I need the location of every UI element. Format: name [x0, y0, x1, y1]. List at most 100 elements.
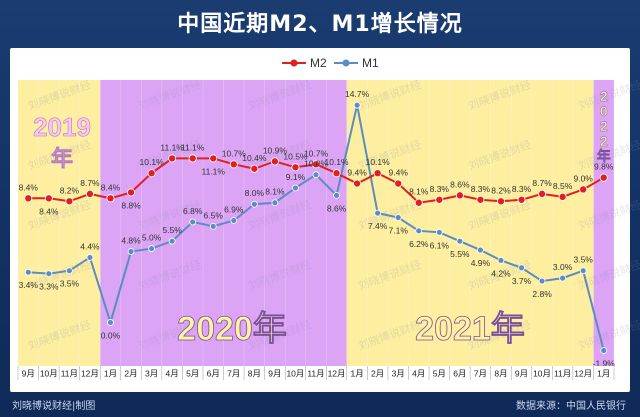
- m1-point: [24, 268, 32, 276]
- m1-data-label: 8.6%: [327, 203, 347, 213]
- m1-point: [394, 214, 402, 221]
- m2-data-label: 8.7%: [80, 178, 100, 188]
- m1-point: [415, 227, 423, 235]
- m2-point: [311, 160, 320, 169]
- m1-point: [65, 267, 73, 275]
- m1-data-label: 5.5%: [162, 225, 182, 235]
- m2-point: [127, 188, 136, 197]
- m1-point: [168, 237, 176, 245]
- x-tick-label: 5月: [433, 369, 446, 379]
- m2-data-label: 11.1%: [181, 142, 205, 152]
- x-tick-label: 9月: [268, 369, 281, 379]
- m2-data-label: 10.7%: [222, 148, 247, 158]
- m2-point: [270, 157, 279, 166]
- x-tick-label: 10月: [286, 369, 304, 379]
- m1-data-label: 5.0%: [142, 233, 162, 243]
- m1-data-label: 6.9%: [224, 204, 244, 214]
- m1-data-label: 6.8%: [183, 206, 203, 216]
- m2-point: [188, 154, 197, 163]
- chart-title: 中国近期M2、M1增长情况: [177, 12, 463, 37]
- m1-data-label: 3.3%: [39, 282, 59, 292]
- m1-point: [107, 319, 114, 326]
- m2-data-label: 10.1%: [366, 157, 391, 167]
- year-label-2022-char: 年: [597, 148, 611, 164]
- m1-data-label: 14.7%: [345, 89, 370, 99]
- m1-point: [559, 274, 567, 282]
- m2-point: [435, 195, 444, 204]
- m1-data-label: 4.8%: [121, 236, 141, 246]
- m1-point: [45, 270, 53, 278]
- legend-m1-label: M1: [362, 56, 379, 70]
- x-tick-label: 12月: [328, 369, 346, 379]
- m2-data-label: 11.1%: [160, 142, 184, 152]
- m2-point: [209, 154, 218, 163]
- m2-point: [538, 189, 547, 198]
- m1-point: [189, 218, 197, 226]
- year-label-2019: 2019: [33, 112, 91, 142]
- m2-point: [85, 189, 94, 198]
- x-tick-label: 12月: [81, 369, 99, 379]
- m2-data-label: 10.5%: [283, 151, 308, 161]
- year-label-2020: 2020年: [177, 310, 287, 348]
- m2-data-label: 10.7%: [304, 148, 329, 158]
- x-tick-label: 2月: [124, 369, 137, 379]
- m1-data-label: 3.7%: [512, 276, 532, 286]
- m2-point: [229, 160, 238, 169]
- m1-point: [374, 209, 382, 217]
- m1-point: [333, 191, 340, 199]
- m2-point: [414, 198, 423, 207]
- x-tick-label: 3月: [392, 369, 405, 379]
- m2-data-label: 9.4%: [389, 168, 409, 178]
- m2-data-label: 8.4%: [101, 182, 121, 192]
- x-tick-label: 8月: [494, 369, 507, 379]
- m2-point: [599, 173, 608, 182]
- m1-data-label: -1.9%: [593, 359, 616, 369]
- year-label-2022-char: 2: [600, 133, 608, 149]
- m1-point: [456, 237, 464, 245]
- m1-point: [127, 248, 135, 255]
- m2-data-label: 8.7%: [532, 178, 552, 188]
- m1-data-label: 8.1%: [265, 187, 285, 197]
- m2-point: [517, 195, 526, 204]
- m1-data-label: 10.0%: [304, 159, 329, 169]
- m1-point: [518, 264, 525, 272]
- x-tick-label: 7月: [227, 369, 240, 379]
- m2-point: [24, 194, 33, 203]
- m1-point: [435, 228, 443, 236]
- m1-data-label: 3.4%: [19, 280, 39, 290]
- m2-data-label: 8.1%: [409, 187, 429, 197]
- m1-data-label: 3.5%: [60, 279, 80, 289]
- year-label-2021: 2021年: [415, 310, 525, 348]
- m2-data-label: 10.1%: [324, 157, 349, 167]
- band-0: [18, 80, 101, 366]
- m2-point: [394, 179, 403, 188]
- m1-data-label: 8.0%: [245, 188, 265, 198]
- m2-point: [353, 179, 362, 188]
- m2-data-label: 8.3%: [471, 184, 491, 194]
- m1-point: [538, 277, 546, 285]
- m2-point: [106, 194, 115, 203]
- m1-point: [600, 347, 608, 354]
- legend-m1-marker: [342, 59, 350, 67]
- m1-data-label: 2.8%: [532, 289, 552, 299]
- m1-point: [477, 246, 484, 254]
- m1-point: [292, 184, 299, 192]
- m1-data-label: 4.4%: [80, 241, 100, 251]
- x-axis-bar: [18, 366, 614, 380]
- x-tick-label: 1月: [597, 369, 610, 379]
- x-tick-label: 7月: [474, 369, 487, 379]
- x-tick-label: 11月: [307, 369, 324, 379]
- m2-point: [44, 194, 53, 203]
- x-tick-label: 10月: [40, 369, 58, 379]
- m1-data-label: 6.1%: [430, 240, 450, 250]
- m2-point: [291, 163, 300, 172]
- m2-point: [65, 197, 74, 206]
- year-label-2019-char: 年: [51, 146, 73, 171]
- x-tick-label: 12月: [574, 369, 592, 379]
- legend-m2-label: M2: [310, 56, 327, 70]
- footer-credit: 刘晓博说财经|制图: [12, 401, 96, 412]
- m1-data-label: 4.2%: [491, 268, 511, 278]
- m2-point: [332, 169, 341, 178]
- footer-source: 数据来源：中国人民银行: [516, 401, 626, 412]
- m1-data-label: 7.1%: [389, 226, 409, 236]
